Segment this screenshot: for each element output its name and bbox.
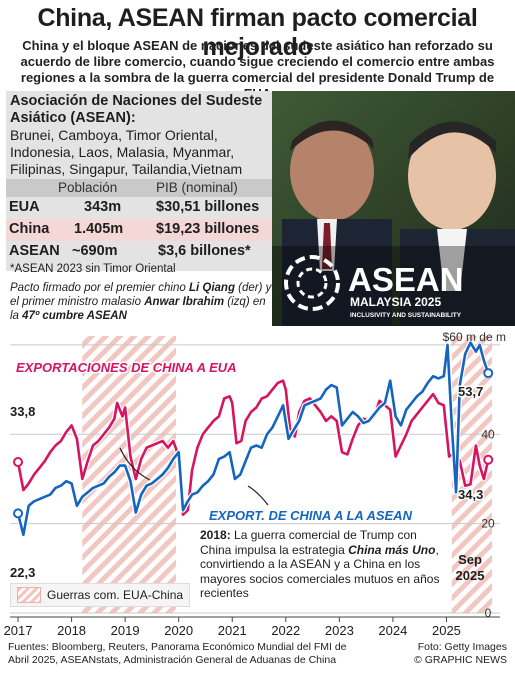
table-header: Población PIB (nominal) (6, 179, 272, 197)
x-tick-label: 2018 (57, 623, 86, 638)
col-gdp: PIB (nominal) (156, 180, 238, 195)
info-heading: Asociación de Naciones del Sudeste Asiát… (10, 93, 263, 126)
series-name-label: EXPORTACIONES DE CHINA A EUA (16, 360, 237, 375)
start-value-label: 33,8 (10, 404, 35, 419)
member-list: Brunei, Camboya, Timor Oriental, Indones… (10, 127, 243, 177)
brand: © GRAPHIC NEWS (414, 654, 507, 666)
row-population: 343m (84, 199, 122, 215)
end-date-label: Sep 2025 (455, 552, 485, 583)
hatch-swatch (17, 587, 41, 603)
end-value-label: 53,7 (458, 384, 483, 399)
annotation-2018: 2018: La guerra comercial de Trump con C… (200, 528, 440, 600)
y-tick-label: 40 (481, 427, 495, 441)
row-gdp: $3,6 billones* (158, 243, 251, 259)
page-title: China, ASEAN firman pacto comercial mejo… (37, 4, 478, 61)
annotation-arrow (247, 485, 269, 506)
start-value-label: 22,3 (10, 565, 35, 580)
table-row: ASEAN ~690m $3,6 billones* (6, 241, 272, 263)
series-end-point (483, 368, 494, 379)
row-name: EUA (9, 199, 40, 215)
row-name: China (9, 221, 50, 237)
table-row: China 1.405m $19,23 billones (6, 219, 272, 241)
summit-photo-illustration: ASEAN MALAYSIA 2025 INCLUSIVITY AND SUST… (272, 91, 515, 326)
x-tick-label: 2020 (164, 623, 193, 638)
legend-trade-war: Guerras com. EUA-China (10, 583, 191, 607)
y-tick-label: 20 (481, 517, 495, 531)
col-population: Población (58, 180, 118, 195)
summit-photo: ASEAN MALAYSIA 2025 INCLUSIVITY AND SUST… (272, 91, 515, 326)
series-line (16, 379, 490, 516)
row-population: 1.405m (74, 221, 124, 237)
table-row: EUA 343m $30,51 billones (6, 197, 272, 219)
x-tick-label: 2019 (111, 623, 140, 638)
photo-caption: Pacto firmado por el premier chino Li Qi… (10, 282, 272, 322)
x-tick-label: 2023 (325, 623, 354, 638)
x-tick-label: 2025 (432, 623, 461, 638)
x-tick-label: 2021 (218, 623, 247, 638)
row-gdp: $19,23 billones (156, 221, 260, 237)
series-end-point (483, 454, 494, 465)
series-line (16, 341, 490, 537)
legend-label: Guerras com. EUA-China (47, 588, 184, 602)
logo-text: ASEAN (348, 261, 464, 298)
annotation-arrow (119, 447, 151, 481)
x-tick-label: 2017 (4, 623, 33, 638)
series-start-point (13, 508, 24, 519)
series-start-point (13, 456, 24, 467)
row-name: ASEAN (9, 243, 60, 259)
photo-credit: Foto: Getty Images (417, 641, 507, 653)
end-value-label: 34,3 (458, 487, 483, 502)
series-name-label: EXPORT. DE CHINA A LA ASEAN (209, 508, 413, 523)
y-unit-label: $60 m de m (443, 330, 506, 344)
row-gdp: $30,51 billones (156, 199, 260, 215)
logo-subtext: MALAYSIA 2025 (350, 295, 441, 309)
x-tick-label: 2022 (271, 623, 300, 638)
footnote: *ASEAN 2023 sin Timor Oriental (10, 263, 176, 275)
sources: Fuentes: Bloomberg, Reuters, Panorama Ec… (8, 641, 347, 666)
row-population: ~690m (72, 243, 118, 259)
y-tick-label: 0 (485, 606, 492, 620)
logo-tagline: INCLUSIVITY AND SUSTAINABILITY (350, 312, 462, 319)
x-tick-label: 2024 (378, 623, 407, 638)
trade-line-chart: 20 40 0 $60 m de m 2017 2018 2019 2020 2021 2022 2… (4, 330, 506, 638)
credits: Foto: Getty Images © GRAPHIC NEWS (414, 641, 507, 667)
